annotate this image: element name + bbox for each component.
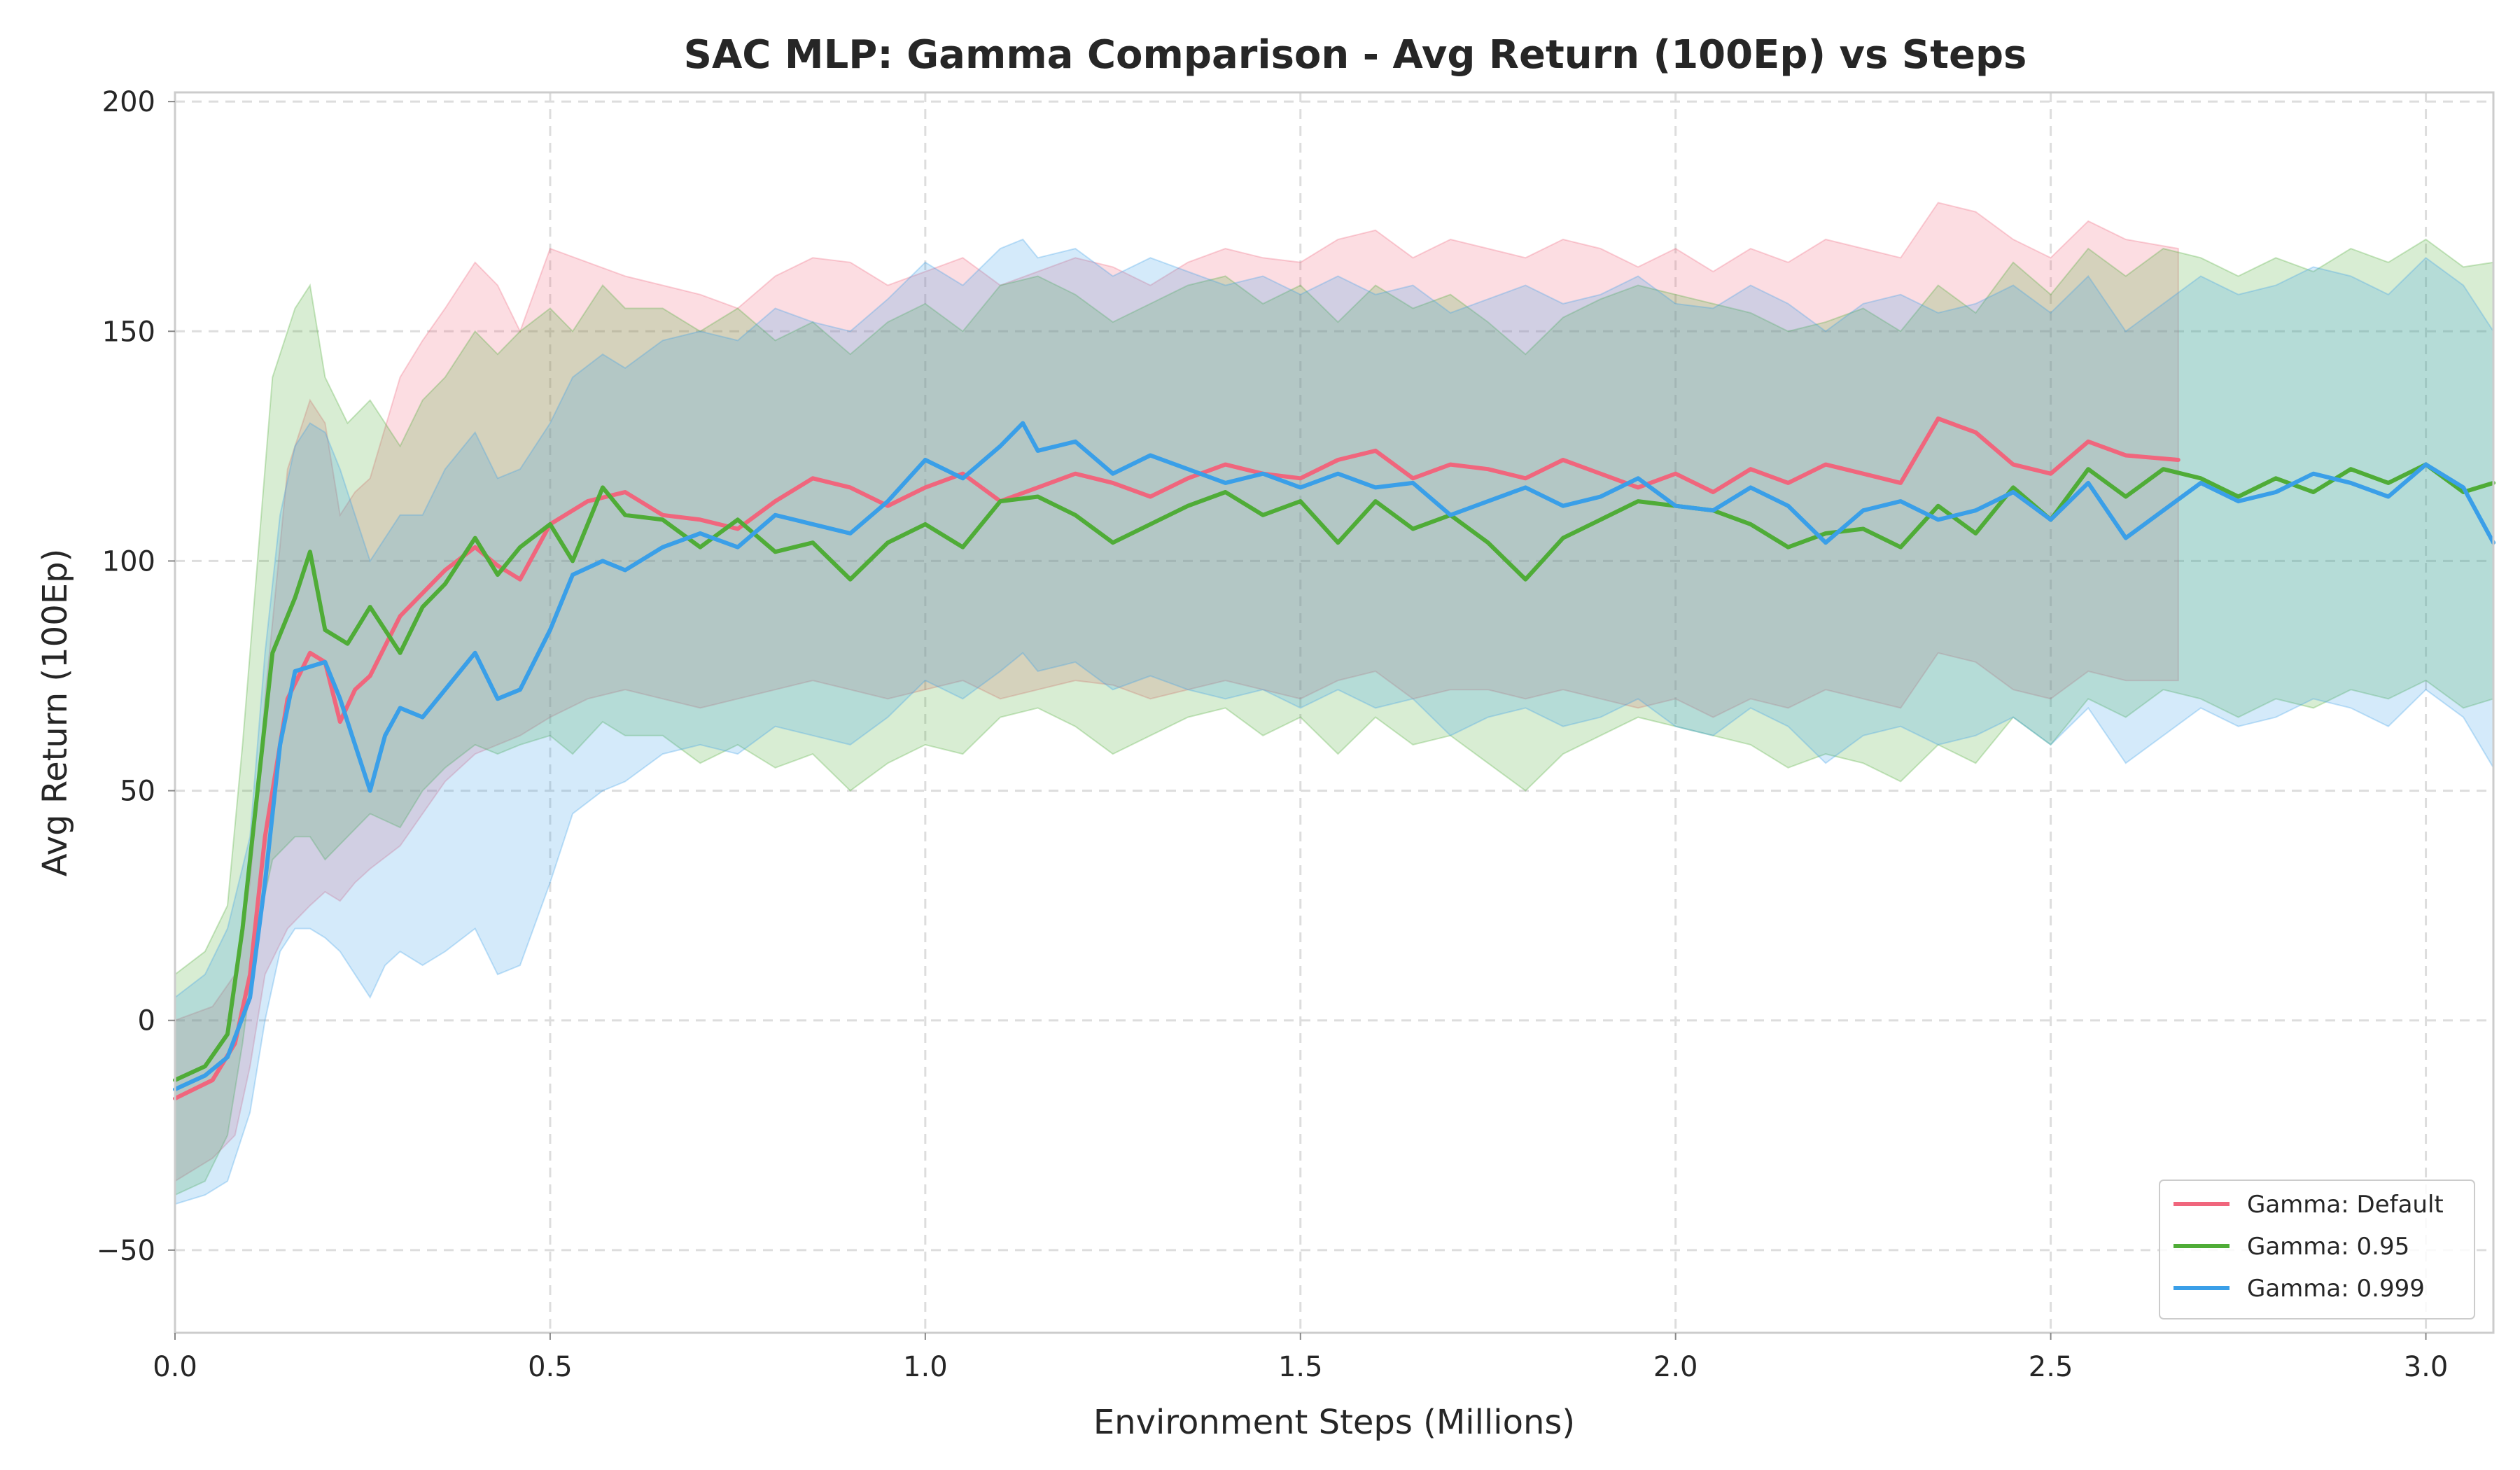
plot-background [175, 92, 2493, 1333]
y-tick-label: 0 [138, 1005, 155, 1037]
y-tick-label: 50 [120, 776, 155, 808]
y-tick-label: 150 [102, 316, 155, 348]
series-line-3 [173, 421, 2496, 1092]
series-line-2 [173, 462, 2496, 1082]
legend: Gamma: Default Gamma: 0.95 Gamma: 0.999 [2159, 1180, 2475, 1320]
series-line-1 [173, 416, 2180, 1101]
x-tick-label: 0.0 [153, 1351, 197, 1383]
plot-area [173, 91, 2496, 1334]
x-axis-label: Environment Steps (Millions) [1093, 1403, 1575, 1442]
y-tick-label: 200 [102, 86, 155, 118]
legend-label: Gamma: 0.999 [2247, 1275, 2425, 1303]
y-axis-label: Avg Return (100Ep) [36, 549, 75, 877]
series-lines [173, 416, 2496, 1101]
grid [174, 92, 2493, 1333]
plot-frame [174, 91, 2495, 1334]
x-tick-label: 2.0 [1653, 1351, 1698, 1383]
legend-box [2159, 1180, 2475, 1320]
x-tick-label: 1.0 [903, 1351, 948, 1383]
x-tick-label: 1.5 [1278, 1351, 1323, 1383]
legend-label: Gamma: 0.95 [2247, 1233, 2409, 1261]
x-axis-ticks: 0.0 0.5 1.0 1.5 2.0 2.5 3.0 [153, 1333, 2448, 1383]
x-tick-label: 0.5 [528, 1351, 573, 1383]
chart-title: SAC MLP: Gamma Comparison - Avg Return (… [684, 32, 2027, 78]
y-tick-label: −50 [97, 1235, 155, 1267]
y-axis-ticks: −50 0 50 100 150 200 [97, 86, 175, 1267]
x-tick-label: 3.0 [2404, 1351, 2449, 1383]
y-tick-label: 100 [102, 545, 155, 578]
legend-label: Gamma: Default [2247, 1191, 2444, 1219]
band-1 [174, 202, 2179, 1183]
x-tick-label: 2.5 [2029, 1351, 2073, 1383]
